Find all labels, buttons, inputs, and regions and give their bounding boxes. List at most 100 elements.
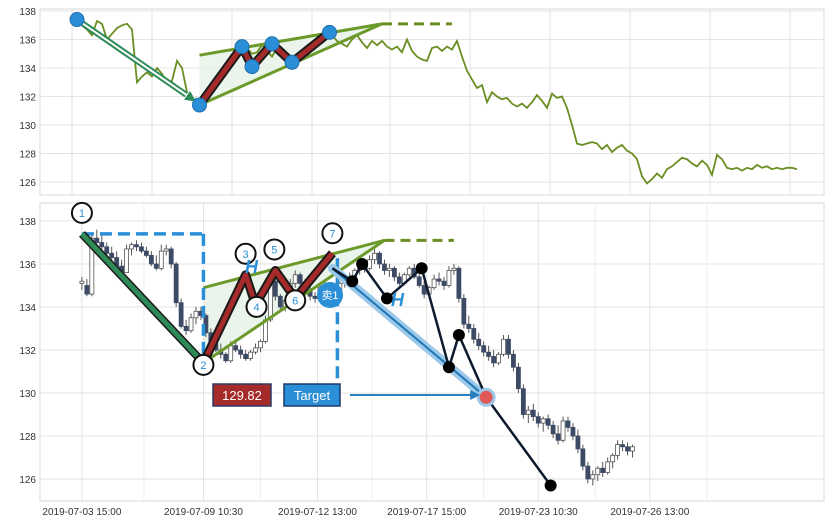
candle-body xyxy=(253,347,258,353)
top-pattern-marker xyxy=(284,54,300,70)
candle-body xyxy=(84,285,90,295)
candle-body xyxy=(238,349,244,355)
candle-body xyxy=(421,285,427,295)
candle-body xyxy=(620,444,625,448)
candle-body xyxy=(535,416,541,424)
candle-body xyxy=(99,242,105,248)
candle-body xyxy=(104,246,110,254)
forecast-marker xyxy=(415,262,428,275)
candle-body xyxy=(143,250,149,256)
top-y-tick-label: 132 xyxy=(19,93,36,104)
top-y-tick-label: 128 xyxy=(19,150,36,161)
target-label-box xyxy=(283,383,341,407)
top-pattern-marker xyxy=(234,39,250,55)
candle-body xyxy=(481,345,487,353)
candle-body xyxy=(545,418,551,426)
candle-body xyxy=(600,467,606,473)
candle-body xyxy=(193,310,199,319)
top-arrow-head xyxy=(182,89,198,103)
candle-body xyxy=(168,248,174,265)
candle-body xyxy=(550,424,556,435)
candle-body xyxy=(431,278,437,289)
x-tick-label: 2019-07-03 15:00 xyxy=(42,507,121,518)
candle-body xyxy=(183,325,189,332)
top-upper-trendline xyxy=(199,22,383,57)
top-pattern-marker xyxy=(192,97,207,113)
target-path-line xyxy=(331,267,487,399)
candle-body xyxy=(540,418,546,424)
candle-body xyxy=(243,353,249,359)
candle-body xyxy=(89,237,95,295)
candle-body xyxy=(525,409,531,415)
top-arrow-highlight xyxy=(76,18,198,104)
candle-body xyxy=(377,252,382,265)
pattern-point-circle xyxy=(284,289,307,312)
forecast-marker xyxy=(346,275,359,288)
candle-body xyxy=(139,246,144,252)
candle-body xyxy=(501,338,506,355)
target-arrow-head xyxy=(470,390,481,400)
candle-body xyxy=(153,263,159,269)
x-tick-label: 2019-07-17 15:00 xyxy=(387,507,466,518)
candle-body xyxy=(610,454,616,463)
x-tick-label: 2019-07-26 13:00 xyxy=(610,507,689,518)
candle-body xyxy=(277,295,283,308)
candle-body xyxy=(109,252,115,258)
sell-badge-label: 卖1 xyxy=(321,289,338,302)
pattern-point-circle xyxy=(192,353,215,376)
candle-body xyxy=(446,270,452,286)
bottom-candlestick-panel: 2019-07-03 15:00 2019-07-09 10:30 2019-07-… xyxy=(19,201,825,518)
pattern-point-label: 4 xyxy=(253,302,259,314)
bottom-y-tick-label: 136 xyxy=(19,260,36,271)
price-label-box xyxy=(212,383,272,407)
pattern-point-circle xyxy=(234,242,257,265)
forecast-marker xyxy=(544,479,557,492)
pattern-point-label: 2 xyxy=(200,360,206,372)
candle-body xyxy=(94,237,100,243)
pattern-point-label: 6 xyxy=(292,295,298,307)
candle-body xyxy=(476,338,482,347)
candle-body xyxy=(461,297,467,325)
pattern-point-label: 1 xyxy=(79,208,85,220)
bottom-y-tick-label: 126 xyxy=(19,475,36,486)
top-y-tick-label: 138 xyxy=(19,7,36,18)
height-label-left: H xyxy=(245,257,259,277)
candle-body xyxy=(129,244,134,250)
candle-body xyxy=(456,267,462,299)
candle-body xyxy=(297,274,303,284)
candle-body xyxy=(520,388,526,415)
candle-body xyxy=(228,345,234,362)
candle-body xyxy=(387,267,392,271)
candle-body xyxy=(79,280,85,284)
leg-down-line xyxy=(80,232,206,365)
candle-body xyxy=(416,276,422,286)
candle-body xyxy=(158,250,164,269)
price-label-text: 129.82 xyxy=(222,388,262,403)
top-pattern-marker xyxy=(69,12,85,28)
top-price-panel: 126 128 130 132 134 136 138 xyxy=(19,7,825,196)
forecast-marker xyxy=(442,361,455,374)
pattern-point-label: 7 xyxy=(329,228,335,240)
candle-body xyxy=(134,244,139,248)
candle-body xyxy=(124,248,129,273)
candle-body xyxy=(451,267,457,271)
candle-body xyxy=(625,446,630,452)
candle-body xyxy=(248,351,253,359)
candle-body xyxy=(511,353,516,368)
target-endpoint xyxy=(476,387,496,407)
candle-body xyxy=(486,351,492,357)
candle-body xyxy=(516,366,521,390)
candle-body xyxy=(436,278,442,282)
top-plot-area xyxy=(39,8,825,196)
candle-body xyxy=(575,435,581,450)
top-pattern-marker xyxy=(264,36,280,52)
pattern-point-circle xyxy=(321,222,344,245)
candle-body xyxy=(570,426,576,437)
candle-body xyxy=(406,267,412,276)
candle-body xyxy=(312,295,318,299)
top-y-tick-label: 134 xyxy=(19,64,36,75)
pattern-point-label: 5 xyxy=(271,244,277,256)
pattern-point-circle xyxy=(70,201,93,224)
target-label-text: Target xyxy=(294,388,331,403)
